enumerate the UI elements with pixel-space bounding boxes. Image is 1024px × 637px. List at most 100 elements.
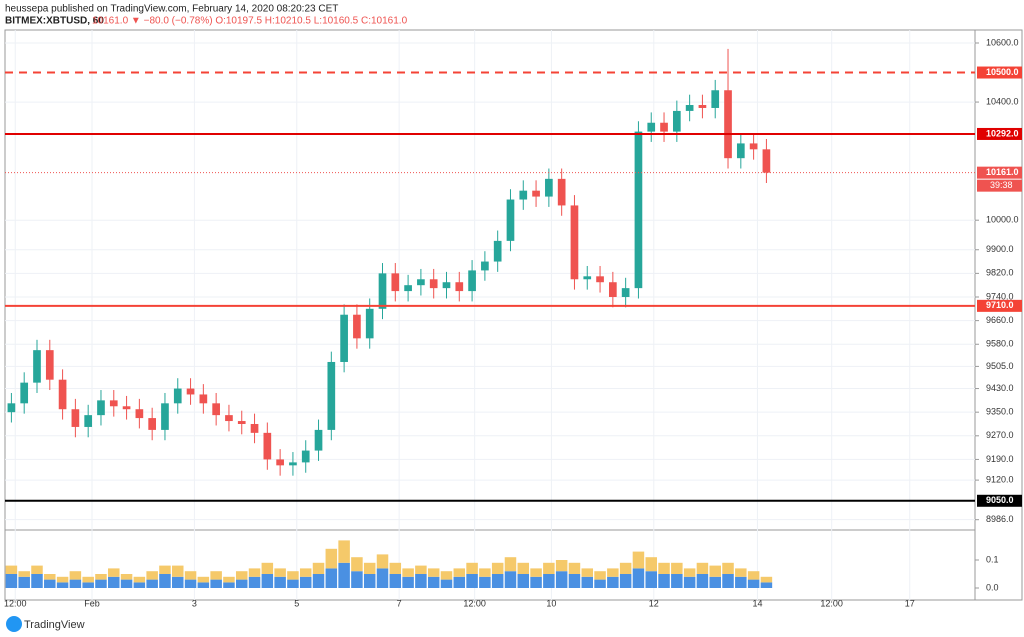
indicator-bar <box>466 562 478 574</box>
candle-body <box>20 382 29 404</box>
indicator-bar <box>645 571 657 588</box>
indicator-bar <box>69 571 82 580</box>
indicator-bar <box>299 576 312 588</box>
candle-body <box>33 350 41 383</box>
candle-body <box>685 105 694 111</box>
indicator-bar <box>82 576 94 583</box>
indicator-bar <box>325 548 338 569</box>
candle-body <box>442 282 451 289</box>
indicator-bar <box>453 568 466 577</box>
indicator-bar <box>69 579 82 588</box>
indicator-bar <box>607 568 619 577</box>
x-tick-label: 12:00 <box>820 598 843 608</box>
indicator-bar <box>594 571 606 580</box>
indicator-bar <box>581 576 594 588</box>
candle-body <box>289 462 297 466</box>
candle-body <box>327 361 336 430</box>
indicator-bar <box>44 579 56 588</box>
candle-body <box>161 403 169 430</box>
candle-body <box>199 394 208 404</box>
level-tag <box>977 127 1022 140</box>
indicator-bar <box>543 574 555 588</box>
candle-body <box>391 273 400 292</box>
candle-body <box>711 90 720 108</box>
indicator-bar <box>171 565 184 577</box>
indicator-bar <box>427 568 440 577</box>
candle-body <box>583 276 592 280</box>
y-tick-label: 9740.0 <box>986 291 1014 301</box>
level-tag <box>977 66 1022 79</box>
indicator-bar <box>543 562 555 574</box>
x-tick-label: 12 <box>649 598 659 608</box>
indicator-bar <box>466 574 478 588</box>
symbol: BITMEX:XBTUSD, 60 <box>5 16 104 27</box>
candle-body <box>276 459 284 466</box>
indicator-bar <box>95 574 107 580</box>
brand: TradingView <box>24 619 85 631</box>
indicator-bar <box>479 576 491 588</box>
y-tick-label: 10600.0 <box>986 37 1019 47</box>
indicator-bar <box>530 568 542 577</box>
candle-body <box>570 205 579 280</box>
x-tick-label: 12:00 <box>4 598 27 608</box>
candle-body <box>493 240 502 262</box>
level-tag <box>977 166 1022 179</box>
indicator-bar <box>555 571 568 588</box>
indicator-bar <box>184 579 197 588</box>
indicator-bar <box>197 576 210 583</box>
indicator-bar <box>517 574 530 588</box>
candle-body <box>353 314 361 339</box>
y-tick-label: 9660.0 <box>986 315 1014 325</box>
candle-body <box>225 415 233 422</box>
candle-body <box>481 261 489 271</box>
indicator-bar <box>671 562 683 574</box>
x-tick-label: 5 <box>294 598 299 608</box>
indicator-bar <box>658 574 670 588</box>
indicator-bar <box>658 562 670 574</box>
candle-body <box>672 110 681 132</box>
x-tick-label: 17 <box>905 598 915 608</box>
indicator-bar <box>210 571 222 580</box>
indicator-bar <box>427 576 440 588</box>
y-tick-label: 9505.0 <box>986 361 1014 371</box>
candle-body <box>250 423 259 433</box>
candle-body <box>122 406 131 410</box>
candle-body <box>84 415 93 427</box>
y-tick-label: 0.0 <box>986 582 999 592</box>
indicator-bar <box>120 574 133 580</box>
candle-body <box>212 403 220 416</box>
countdown-tag <box>977 179 1022 192</box>
indicator-bar <box>504 571 517 588</box>
candle-body <box>455 282 464 292</box>
level-label: 9050.0 <box>986 495 1014 505</box>
indicator-bar <box>108 576 120 588</box>
indicator-bar <box>376 568 389 588</box>
indicator-bar <box>389 574 402 588</box>
candle-body <box>634 131 643 289</box>
indicator-bar <box>696 574 709 588</box>
indicator-bar <box>44 574 56 580</box>
candle-body <box>58 379 67 410</box>
indicator-bar <box>235 571 248 580</box>
x-tick-label: 12:00 <box>463 598 486 608</box>
candle-body <box>417 279 425 286</box>
candle-body <box>557 178 566 206</box>
indicator-bar <box>683 568 696 577</box>
level-label: 10500.0 <box>986 67 1019 77</box>
indicator-bar <box>5 565 18 574</box>
indicator-bar <box>274 576 286 588</box>
indicator-bar <box>248 568 261 577</box>
candle-body <box>609 282 617 297</box>
candle-body <box>621 288 630 297</box>
indicator-bar <box>171 576 184 588</box>
candle-body <box>237 421 246 424</box>
countdown: 39:38 <box>990 180 1013 190</box>
indicator-bar <box>287 579 299 588</box>
level-tag <box>977 299 1022 312</box>
x-tick-label: 10 <box>546 598 556 608</box>
candle-body <box>724 90 732 159</box>
y-tick-label: 9430.0 <box>986 383 1014 393</box>
indicator-bar <box>645 557 657 572</box>
indicator-bar <box>440 571 453 580</box>
